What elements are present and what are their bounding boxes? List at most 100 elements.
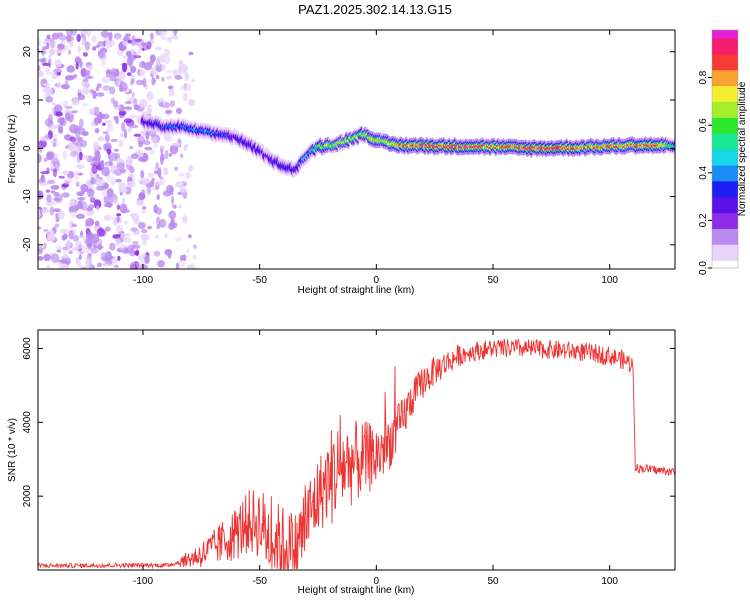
colorbar-cell — [712, 131, 738, 134]
colorbar-cell — [712, 228, 738, 231]
snr-line — [38, 338, 675, 570]
noise-blob — [45, 201, 55, 206]
colorbar-cell — [712, 202, 738, 206]
colorbar-cell — [712, 77, 738, 81]
noise-blob — [52, 133, 58, 140]
noise-blob — [124, 160, 134, 165]
colorbar-tick-label: 0.8 — [698, 70, 709, 84]
noise-blob — [153, 170, 159, 175]
noise-blob — [108, 31, 113, 42]
noise-blob — [102, 131, 108, 135]
colorbar-cell — [712, 61, 738, 65]
noise-blob — [82, 154, 89, 160]
colorbar-cell — [712, 160, 738, 164]
noise-blob — [93, 156, 101, 162]
noise-blob — [96, 185, 105, 191]
y-tick-label: -10 — [22, 189, 33, 204]
noise-blob — [165, 69, 175, 74]
colorbar-cell — [712, 83, 738, 87]
colorbar-cell — [712, 113, 738, 116]
noise-blob — [43, 242, 47, 250]
colorbar-cell — [712, 208, 738, 212]
colorbar-cell — [712, 51, 738, 55]
colorbar-cell — [712, 180, 738, 184]
colorbar-cell — [712, 145, 738, 148]
spectrogram-x-axis: -100 -50 0 50 100 — [133, 30, 618, 286]
noise-blob — [95, 205, 100, 212]
colorbar-cell — [712, 75, 738, 79]
x-tick-label: -100 — [133, 275, 153, 286]
colorbar-cell — [712, 63, 738, 67]
noise-blob — [120, 121, 126, 132]
noise-blob — [58, 175, 65, 179]
y-tick-label: 2000 — [22, 485, 33, 508]
colorbar-cell — [712, 55, 738, 59]
colorbar-cell — [712, 230, 738, 233]
noise-blob — [127, 40, 133, 44]
noise-blob — [116, 216, 120, 223]
noise-blob — [117, 255, 121, 261]
noise-blob — [130, 78, 135, 85]
noise-blob — [54, 223, 60, 228]
noise-blob — [153, 250, 161, 257]
noise-blob — [111, 257, 118, 264]
noise-blob — [133, 133, 141, 137]
noise-blob — [156, 194, 160, 201]
noise-blob — [118, 139, 124, 148]
noise-blob — [155, 162, 159, 170]
noise-blob — [77, 94, 86, 101]
colorbar-cell — [712, 198, 738, 202]
colorbar-cell — [712, 156, 738, 160]
noise-blob — [124, 220, 128, 225]
noise-blob — [136, 50, 141, 54]
noise-blob — [113, 32, 122, 40]
noise-blob — [48, 124, 57, 132]
colorbar-cell — [712, 178, 738, 182]
noise-blob — [96, 113, 106, 119]
noise-blob — [109, 157, 113, 166]
noise-blob — [58, 126, 64, 134]
noise-blob — [85, 258, 91, 269]
noise-blob — [46, 167, 50, 175]
noise-blob — [134, 250, 140, 256]
noise-blob — [52, 208, 61, 213]
colorbar-cell — [712, 71, 738, 75]
x-tick-label: 100 — [601, 275, 618, 286]
noise-blob — [128, 58, 132, 68]
noise-blob — [106, 188, 114, 198]
noise-blob — [138, 157, 145, 162]
noise-blob — [42, 62, 50, 66]
noise-blob — [102, 85, 111, 91]
snr-y-label: SNR (10 * v/v) — [7, 418, 18, 482]
noise-blob — [106, 124, 114, 133]
colorbar-label: Normalized spectral amplitude — [737, 81, 748, 216]
noise-blob — [113, 116, 118, 120]
noise-blob — [178, 204, 182, 209]
noise-blob — [130, 39, 137, 46]
noise-blob — [116, 162, 125, 170]
colorbar-cell — [712, 158, 738, 162]
noise-blob — [86, 231, 93, 242]
noise-blob — [38, 200, 41, 206]
x-tick-label: -50 — [252, 576, 267, 587]
colorbar-cell — [712, 117, 738, 120]
noise-blob — [126, 72, 132, 76]
noise-blob — [167, 85, 174, 90]
noise-blob — [83, 70, 91, 75]
noise-blob — [122, 55, 127, 59]
noise-blob — [133, 55, 142, 59]
noise-blob — [66, 239, 71, 250]
noise-blob — [93, 116, 100, 126]
noise-blob — [171, 142, 181, 146]
noise-blob — [76, 213, 85, 220]
noise-blob — [142, 206, 147, 210]
noise-blob — [114, 178, 122, 183]
noise-blob — [89, 107, 95, 116]
noise-blob — [75, 164, 85, 170]
noise-blob — [97, 136, 105, 142]
colorbar-cell — [712, 57, 738, 61]
noise-blob — [167, 249, 172, 259]
colorbar-cell — [712, 262, 738, 265]
noise-blob — [39, 137, 49, 142]
